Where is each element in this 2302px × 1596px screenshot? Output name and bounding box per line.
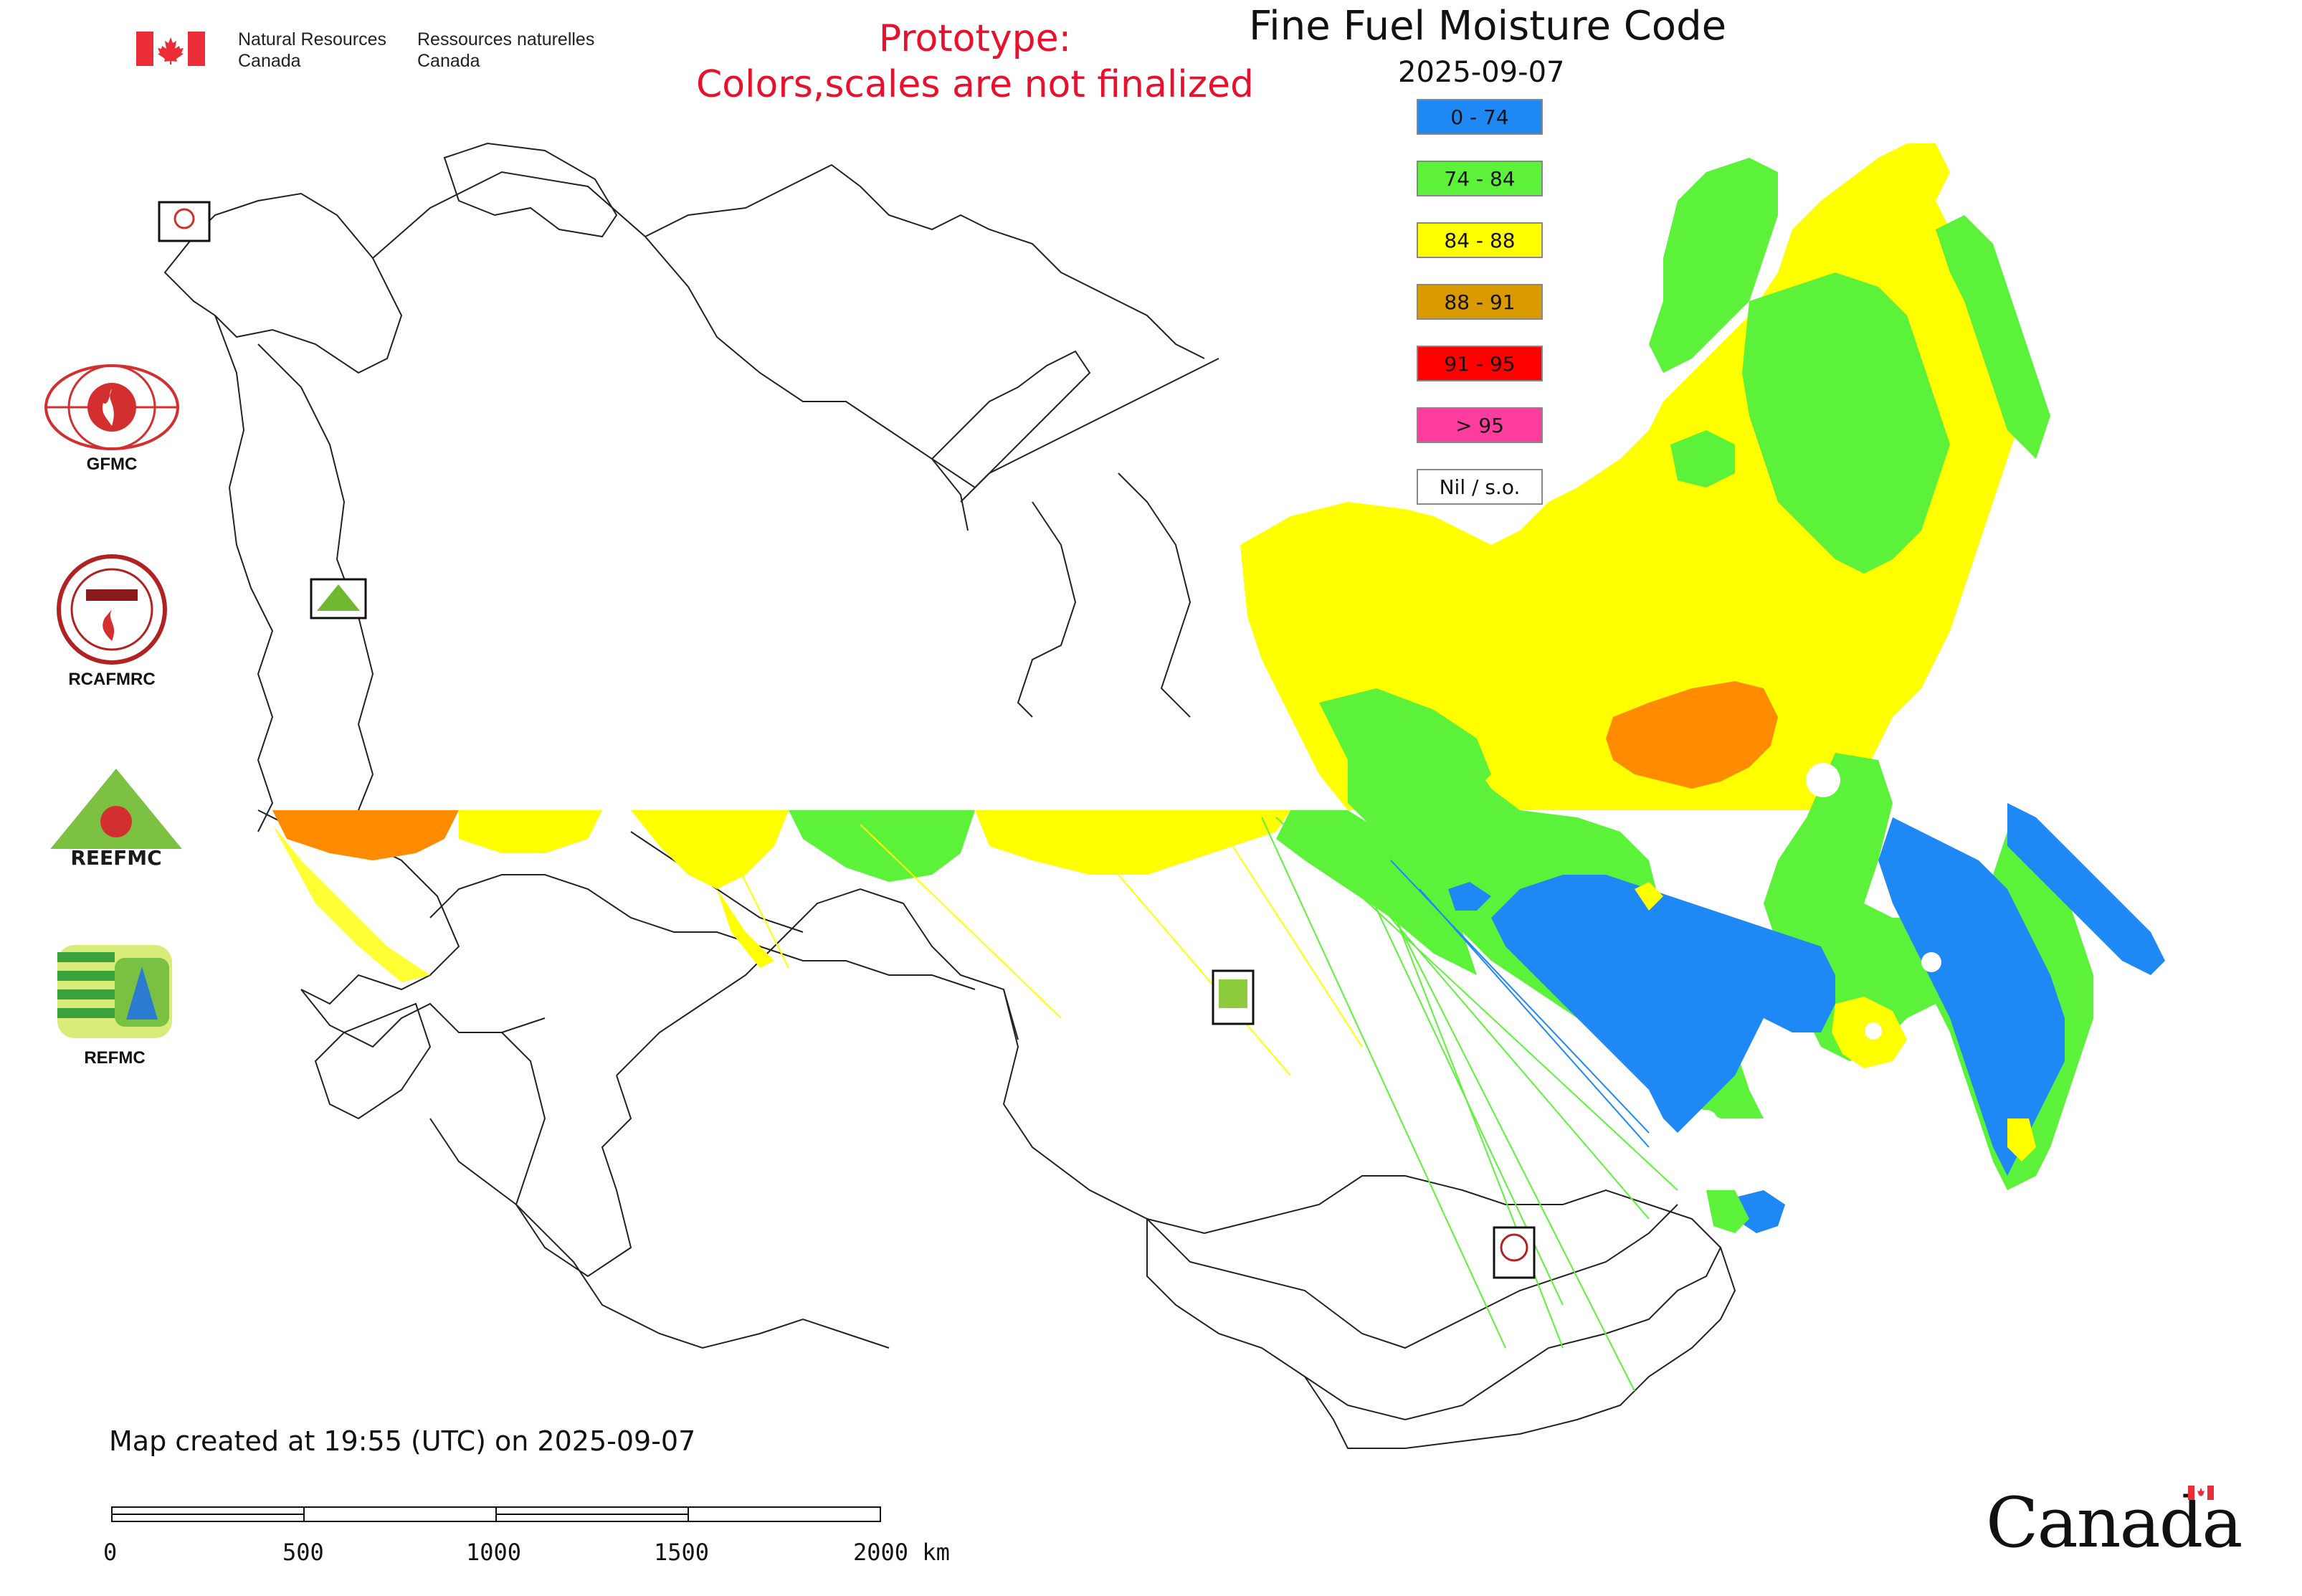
ffmc-streaks xyxy=(716,817,1678,1392)
map-title: Fine Fuel Moisture Code xyxy=(1249,3,1727,49)
scale-label-1000: 1000 xyxy=(466,1539,522,1566)
legend-label: 0 - 74 xyxy=(1450,105,1509,129)
legend-item-extreme: > 95 xyxy=(1417,407,1543,443)
legend-label: 84 - 88 xyxy=(1444,228,1516,252)
scale-label-1500: 1500 xyxy=(654,1539,710,1566)
legend-label: > 95 xyxy=(1455,413,1504,437)
agency-name-fr: Ressources naturelles Canada xyxy=(417,29,595,71)
scale-label-0: 0 xyxy=(103,1539,118,1566)
prototype-warning: Prototype: Colors,scales are not finaliz… xyxy=(645,16,1305,108)
legend-item-nil: Nil / s.o. xyxy=(1417,469,1543,505)
refmc-map-icon xyxy=(1212,969,1255,1025)
reefmc-emblem-icon: REEFMC xyxy=(37,769,195,870)
scale-bar xyxy=(111,1506,881,1522)
rcafmrc-logo: RCAFMRC xyxy=(40,552,184,695)
sidebar-logo-label: REFMC xyxy=(84,1048,146,1068)
sidebar-logo-label: RCAFMRC xyxy=(68,670,156,689)
legend-item-high: 88 - 91 xyxy=(1417,284,1543,320)
legend-label: 74 - 84 xyxy=(1444,166,1516,191)
canada-flag-icon xyxy=(136,32,205,66)
country-boundaries xyxy=(163,142,1736,1449)
refmc-logo: REFMC xyxy=(57,945,201,1088)
canada-wordmark: Canada xyxy=(1986,1483,2242,1563)
map-date: 2025-09-07 xyxy=(1398,56,1565,89)
scale-label-500: 500 xyxy=(282,1539,324,1566)
legend-item-very-high: 91 - 95 xyxy=(1417,346,1543,381)
rcafmrc-emblem-icon xyxy=(57,554,167,665)
reefmc-logo-text: REEFMC xyxy=(70,846,161,870)
agency-name-en: Natural Resources Canada xyxy=(238,29,387,71)
legend-label: 91 - 95 xyxy=(1444,351,1516,376)
prototype-line-2: Colors,scales are not finalized xyxy=(695,63,1255,106)
refmc-emblem-icon xyxy=(57,945,172,1038)
prototype-line-1: Prototype: xyxy=(878,17,1072,60)
legend-item-low: 74 - 84 xyxy=(1417,161,1543,196)
gfmc-logo: GFMC xyxy=(40,363,184,474)
map-created-timestamp: Map created at 19:55 (UTC) on 2025-09-07 xyxy=(109,1425,696,1457)
sidebar-logo-label: GFMC xyxy=(86,455,138,474)
gfmc-map-icon xyxy=(158,201,211,242)
legend-label: 88 - 91 xyxy=(1444,290,1516,314)
legend-item-very-low: 0 - 74 xyxy=(1417,99,1543,135)
gfmc-emblem-icon xyxy=(44,364,179,450)
legend-label: Nil / s.o. xyxy=(1439,475,1521,499)
scale-label-2000: 2000 km xyxy=(853,1539,950,1566)
wordmark-flag-icon xyxy=(2188,1486,2214,1500)
ffmc-raster xyxy=(1240,143,2165,1233)
legend-item-moderate: 84 - 88 xyxy=(1417,222,1543,258)
reefmc-map-icon xyxy=(310,578,367,619)
ffmc-west-band xyxy=(272,810,1477,982)
reefmc-logo: REEFMC xyxy=(37,764,195,879)
rcafmrc-map-icon xyxy=(1493,1226,1536,1279)
